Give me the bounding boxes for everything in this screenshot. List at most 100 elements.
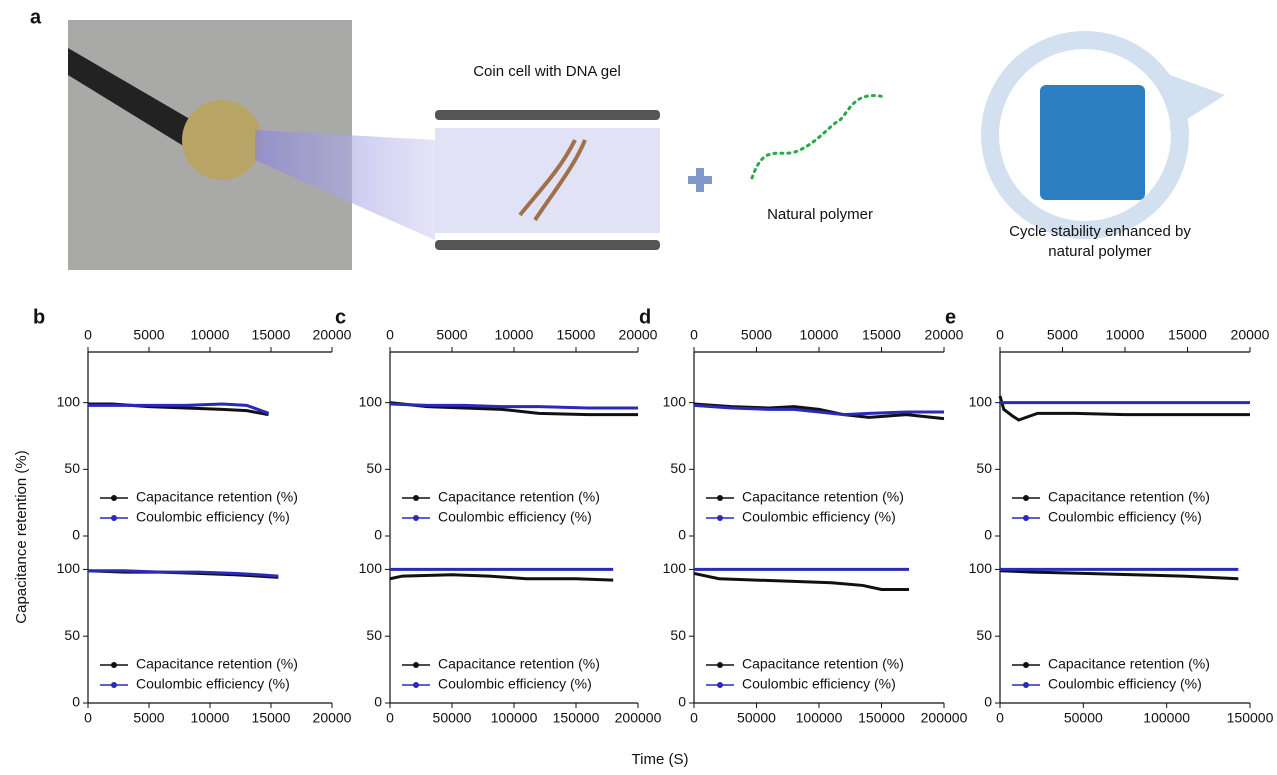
legend-marker [717, 662, 723, 668]
x-tick-label: 10000 [191, 327, 230, 343]
x-tick-label: 20000 [925, 327, 964, 343]
y-tick-label: 0 [678, 527, 686, 543]
legend-label: Capacitance retention (%) [438, 489, 600, 505]
x-tick-label: 0 [386, 710, 394, 726]
legend-label: Coulombic efficiency (%) [136, 509, 290, 525]
series-line [1000, 571, 1238, 579]
legend-marker [111, 515, 117, 521]
legend-marker [717, 682, 723, 688]
series-line [88, 571, 278, 576]
series-line [390, 575, 613, 580]
panel-a: a Coin cell with DNA gel Natural polymer… [30, 6, 1225, 270]
x-tick-label: 20000 [619, 327, 658, 343]
x-tick-label: 0 [690, 327, 698, 343]
panel-label: d [639, 306, 651, 328]
x-tick-label: 10000 [495, 327, 534, 343]
y-tick-label: 50 [976, 460, 992, 476]
x-tick-label: 0 [996, 327, 1004, 343]
x-tick-label: 5000 [133, 710, 164, 726]
panel-label: c [335, 306, 346, 328]
x-tick-label: 100000 [796, 710, 843, 726]
y-tick-label: 100 [359, 393, 383, 409]
x-tick-label: 100000 [491, 710, 538, 726]
legend-label: Coulombic efficiency (%) [438, 676, 592, 692]
legend-label: Coulombic efficiency (%) [438, 509, 592, 525]
x-tick-label: 15000 [252, 327, 291, 343]
legend-marker [717, 495, 723, 501]
series-line [694, 573, 909, 589]
y-tick-label: 50 [64, 460, 80, 476]
x-tick-label: 15000 [252, 710, 291, 726]
legend-label: Capacitance retention (%) [438, 656, 600, 672]
panel-label: a [30, 6, 42, 28]
y-tick-label: 100 [663, 560, 687, 576]
x-tick-label: 20000 [313, 327, 352, 343]
y-tick-label: 50 [366, 460, 382, 476]
plus [688, 168, 712, 192]
y-tick-label: 100 [57, 393, 81, 409]
legend-label: Capacitance retention (%) [742, 489, 904, 505]
legend-label: Coulombic efficiency (%) [136, 676, 290, 692]
legend-marker [413, 662, 419, 668]
y-tick-label: 0 [72, 527, 80, 543]
y-axis-label: Capacitance retention (%) [13, 450, 30, 623]
x-tick-label: 5000 [436, 327, 467, 343]
x-tick-label: 200000 [921, 710, 968, 726]
electrode [435, 240, 660, 250]
legend-marker [413, 495, 419, 501]
legend-label: Coulombic efficiency (%) [1048, 509, 1202, 525]
x-tick-label: 15000 [862, 327, 901, 343]
x-tick-label: 150000 [1227, 710, 1274, 726]
legend-label: Capacitance retention (%) [742, 656, 904, 672]
y-tick-label: 50 [670, 627, 686, 643]
x-tick-label: 150000 [553, 710, 600, 726]
y-tick-label: 50 [64, 627, 80, 643]
polymer [752, 96, 885, 178]
x-tick-label: 0 [690, 710, 698, 726]
y-tick-label: 0 [374, 527, 382, 543]
y-tick-label: 0 [678, 694, 686, 710]
x-tick-label: 5000 [1047, 327, 1078, 343]
legend-marker [111, 682, 117, 688]
x-tick-label: 0 [84, 327, 92, 343]
y-tick-label: 50 [670, 460, 686, 476]
caption: Coin cell with DNA gel [473, 63, 621, 80]
y-tick-label: 100 [359, 560, 383, 576]
legend-marker [1023, 515, 1029, 521]
legend-label: Coulombic efficiency (%) [1048, 676, 1202, 692]
x-tick-label: 10000 [1106, 327, 1145, 343]
series-line [1000, 396, 1250, 420]
x-tick-label: 50000 [433, 710, 472, 726]
x-tick-label: 150000 [858, 710, 905, 726]
x-tick-label: 100000 [1143, 710, 1190, 726]
legend-label: Capacitance retention (%) [136, 656, 298, 672]
y-tick-label: 100 [969, 560, 993, 576]
x-tick-label: 5000 [741, 327, 772, 343]
legend-marker [413, 515, 419, 521]
legend-marker [413, 682, 419, 688]
legend-label: Coulombic efficiency (%) [742, 509, 896, 525]
x-tick-label: 15000 [557, 327, 596, 343]
legend-label: Coulombic efficiency (%) [742, 676, 896, 692]
y-tick-label: 100 [663, 393, 687, 409]
y-tick-label: 50 [976, 627, 992, 643]
x-tick-label: 10000 [191, 710, 230, 726]
instrument [1040, 85, 1145, 200]
y-tick-label: 0 [984, 694, 992, 710]
y-tick-label: 0 [72, 694, 80, 710]
page: a Coin cell with DNA gel Natural polymer… [0, 0, 1277, 775]
gel-disc [182, 100, 262, 180]
x-tick-label: 20000 [313, 710, 352, 726]
y-tick-label: 0 [374, 694, 382, 710]
caption: natural polymer [1048, 243, 1151, 260]
x-tick-label: 50000 [737, 710, 776, 726]
legend-marker [1023, 662, 1029, 668]
legend-marker [1023, 682, 1029, 688]
x-tick-label: 20000 [1231, 327, 1270, 343]
x-tick-label: 15000 [1168, 327, 1207, 343]
x-tick-label: 0 [996, 710, 1004, 726]
x-tick-label: 5000 [133, 327, 164, 343]
x-axis-label: Time (S) [632, 751, 689, 768]
y-tick-label: 0 [984, 527, 992, 543]
legend-marker [111, 662, 117, 668]
